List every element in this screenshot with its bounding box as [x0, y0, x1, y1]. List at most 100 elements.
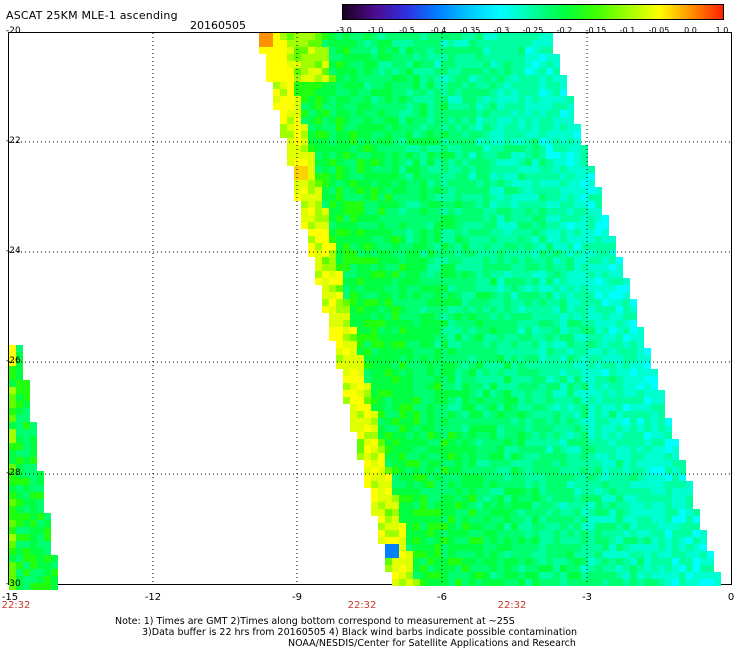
colorbar-tick-label: -1.0 — [367, 26, 384, 35]
swath-pixel — [665, 432, 672, 439]
swath-pixel — [553, 327, 560, 334]
swath-pixel — [364, 138, 371, 145]
swath-pixel — [455, 544, 462, 551]
swath-pixel — [322, 131, 329, 138]
swath-pixel — [406, 369, 413, 376]
swath-pixel — [448, 194, 455, 201]
swath-pixel — [560, 229, 567, 236]
swath-pixel — [651, 404, 658, 411]
swath-pixel — [497, 47, 504, 54]
swath-pixel — [546, 68, 553, 75]
swath-pixel — [525, 68, 532, 75]
swath-pixel — [322, 103, 329, 110]
swath-pixel — [539, 362, 546, 369]
swath-pixel — [560, 397, 567, 404]
swath-pixel — [350, 355, 357, 362]
swath-pixel — [441, 54, 448, 61]
swath-pixel — [23, 583, 30, 590]
swath-pixel — [413, 453, 420, 460]
swath-pixel — [364, 390, 371, 397]
swath-pixel — [322, 243, 329, 250]
swath-pixel — [343, 320, 350, 327]
swath-pixel — [595, 432, 602, 439]
swath-pixel — [371, 89, 378, 96]
swath-pixel — [462, 180, 469, 187]
swath-pixel — [483, 327, 490, 334]
swath-pixel — [399, 327, 406, 334]
swath-pixel — [350, 47, 357, 54]
swath-pixel — [441, 166, 448, 173]
swath-pixel — [532, 418, 539, 425]
swath-pixel — [329, 271, 336, 278]
swath-pixel — [504, 523, 511, 530]
swath-pixel — [490, 82, 497, 89]
swath-pixel — [616, 411, 623, 418]
swath-pixel — [532, 411, 539, 418]
swath-pixel — [371, 222, 378, 229]
swath-pixel — [651, 432, 658, 439]
swath-pixel — [434, 201, 441, 208]
swath-pixel — [644, 348, 651, 355]
swath-pixel — [497, 180, 504, 187]
swath-pixel — [504, 355, 511, 362]
swath-pixel — [406, 292, 413, 299]
swath-pixel — [511, 348, 518, 355]
swath-pixel — [560, 390, 567, 397]
swath-pixel — [357, 418, 364, 425]
swath-pixel — [462, 502, 469, 509]
swath-pixel — [30, 541, 37, 548]
swath-pixel — [546, 103, 553, 110]
swath-pixel — [30, 562, 37, 569]
swath-pixel — [357, 348, 364, 355]
swath-pixel — [371, 82, 378, 89]
swath-pixel — [385, 453, 392, 460]
swath-pixel — [518, 208, 525, 215]
swath-pixel — [644, 530, 651, 537]
swath-pixel — [525, 334, 532, 341]
swath-pixel — [539, 138, 546, 145]
swath-pixel — [497, 194, 504, 201]
swath-pixel — [483, 194, 490, 201]
swath-pixel — [462, 474, 469, 481]
swath-pixel — [581, 320, 588, 327]
swath-pixel — [406, 313, 413, 320]
swath-pixel — [630, 551, 637, 558]
swath-pixel — [574, 236, 581, 243]
swath-pixel — [483, 439, 490, 446]
swath-pixel — [350, 187, 357, 194]
swath-pixel — [532, 446, 539, 453]
swath-pixel — [44, 562, 51, 569]
swath-pixel — [427, 362, 434, 369]
swath-pixel — [315, 229, 322, 236]
swath-pixel — [315, 68, 322, 75]
swath-pixel — [392, 537, 399, 544]
swath-pixel — [315, 96, 322, 103]
swath-pixel — [315, 117, 322, 124]
swath-pixel — [623, 516, 630, 523]
swath-pixel — [560, 544, 567, 551]
swath-pixel — [350, 243, 357, 250]
swath-pixel — [420, 397, 427, 404]
swath-pixel — [329, 299, 336, 306]
swath-pixel — [30, 520, 37, 527]
swath-pixel — [567, 523, 574, 530]
swath-pixel — [672, 446, 679, 453]
swath-pixel — [602, 404, 609, 411]
swath-pixel — [490, 460, 497, 467]
swath-pixel — [469, 166, 476, 173]
swath-pixel — [511, 565, 518, 572]
swath-pixel — [385, 425, 392, 432]
swath-pixel — [497, 537, 504, 544]
swath-pixel — [504, 348, 511, 355]
swath-pixel — [546, 523, 553, 530]
swath-pixel — [413, 530, 420, 537]
swath-pixel — [546, 439, 553, 446]
swath-pixel — [679, 572, 686, 579]
swath-pixel — [23, 457, 30, 464]
swath-pixel — [595, 299, 602, 306]
swath-pixel — [672, 544, 679, 551]
swath-pixel — [546, 425, 553, 432]
swath-pixel — [483, 537, 490, 544]
swath-pixel — [616, 544, 623, 551]
swath-pixel — [406, 299, 413, 306]
